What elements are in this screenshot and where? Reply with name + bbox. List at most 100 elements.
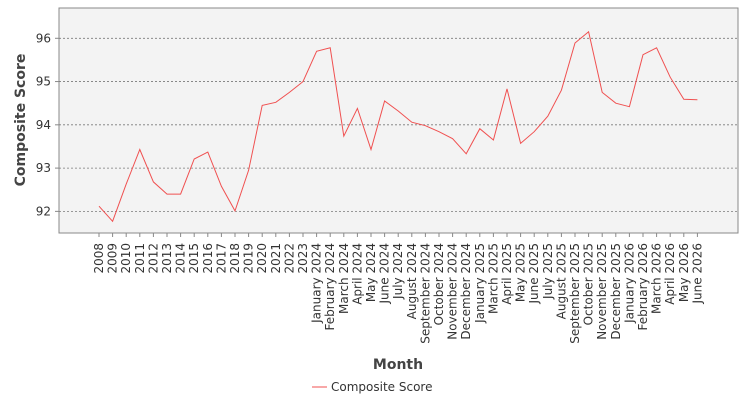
data-point bbox=[329, 46, 332, 49]
x-tick-label: March 2025 bbox=[486, 243, 500, 314]
x-tick-label: 2023 bbox=[296, 243, 310, 274]
x-tick-label: April 2025 bbox=[500, 243, 514, 305]
data-point bbox=[574, 42, 577, 45]
data-point bbox=[546, 115, 549, 118]
data-point bbox=[478, 127, 481, 130]
data-point bbox=[410, 121, 413, 124]
data-point bbox=[560, 89, 563, 92]
data-point bbox=[288, 91, 291, 94]
data-point bbox=[342, 135, 345, 138]
x-tick-label: April 2026 bbox=[663, 243, 677, 305]
x-tick-label: January 2026 bbox=[622, 243, 636, 324]
data-point bbox=[383, 100, 386, 103]
legend: Composite Score bbox=[312, 380, 432, 394]
x-axis: 2008 2009 2010 2011 2012 2013 2014 2015 2016 2017… bbox=[92, 233, 704, 344]
x-tick-label: September 2025 bbox=[568, 243, 582, 344]
x-tick-label: 2019 bbox=[242, 243, 256, 274]
x-tick-label: 2009 bbox=[106, 243, 120, 274]
data-point bbox=[424, 124, 427, 127]
data-point bbox=[682, 98, 685, 101]
x-tick-label: December 2024 bbox=[459, 243, 473, 340]
data-point bbox=[696, 98, 699, 101]
data-point bbox=[274, 101, 277, 104]
y-tick-label: 94 bbox=[36, 118, 51, 132]
data-point bbox=[451, 137, 454, 140]
data-point bbox=[438, 130, 441, 133]
x-tick-label: 2011 bbox=[133, 243, 147, 274]
data-point bbox=[179, 193, 182, 196]
x-tick-label: 2010 bbox=[119, 243, 133, 274]
x-tick-label: June 2024 bbox=[378, 243, 392, 305]
x-tick-label: March 2024 bbox=[337, 243, 351, 314]
data-point bbox=[111, 220, 114, 223]
x-tick-label: May 2025 bbox=[514, 243, 528, 302]
data-point bbox=[125, 183, 128, 186]
series-layer bbox=[98, 30, 699, 223]
x-tick-label: 2022 bbox=[282, 243, 296, 274]
x-tick-label: 2012 bbox=[146, 243, 160, 274]
x-tick-label: November 2024 bbox=[446, 243, 460, 340]
x-tick-label: May 2024 bbox=[364, 243, 378, 302]
x-tick-label: 2018 bbox=[228, 243, 242, 274]
x-tick-label: May 2026 bbox=[677, 243, 691, 302]
data-point bbox=[193, 158, 196, 161]
data-point bbox=[628, 105, 631, 108]
data-point bbox=[261, 104, 264, 107]
legend-label: Composite Score bbox=[331, 380, 432, 394]
y-tick-label: 92 bbox=[36, 204, 51, 218]
x-tick-label: 2008 bbox=[92, 243, 106, 274]
data-point bbox=[220, 185, 223, 188]
y-tick-label: 95 bbox=[36, 75, 51, 89]
data-point bbox=[506, 87, 509, 90]
data-point bbox=[519, 142, 522, 145]
data-point bbox=[492, 138, 495, 141]
plot-area bbox=[58, 7, 739, 234]
series-line bbox=[98, 30, 698, 223]
data-point bbox=[98, 205, 101, 208]
x-tick-label: October 2024 bbox=[432, 243, 446, 325]
data-point bbox=[614, 102, 617, 105]
x-tick-label: September 2024 bbox=[418, 243, 432, 344]
x-tick-label: July 2025 bbox=[541, 243, 555, 300]
x-tick-label: 2016 bbox=[201, 243, 215, 274]
x-tick-label: January 2024 bbox=[310, 243, 324, 324]
data-point bbox=[234, 209, 237, 212]
x-tick-label: 2014 bbox=[174, 243, 188, 274]
x-tick-label: April 2024 bbox=[350, 243, 364, 305]
data-point bbox=[138, 148, 141, 151]
x-tick-label: 2021 bbox=[269, 243, 283, 274]
x-axis-title: Month bbox=[373, 357, 423, 373]
x-tick-label: June 2026 bbox=[690, 243, 704, 305]
grid-lines bbox=[59, 37, 738, 212]
x-tick-label: 2017 bbox=[214, 243, 228, 274]
x-tick-label: 2013 bbox=[160, 243, 174, 274]
data-point bbox=[315, 50, 318, 53]
x-tick-label: February 2026 bbox=[636, 243, 650, 331]
data-point bbox=[533, 130, 536, 133]
x-tick-label: February 2024 bbox=[323, 243, 337, 331]
data-point bbox=[655, 46, 658, 49]
data-point bbox=[166, 193, 169, 196]
x-tick-label: March 2026 bbox=[650, 243, 664, 314]
x-tick-label: November 2025 bbox=[595, 243, 609, 340]
data-point bbox=[152, 180, 155, 183]
y-axis: 92 93 94 95 96 bbox=[36, 31, 59, 218]
data-point bbox=[465, 152, 468, 155]
data-point bbox=[370, 148, 373, 151]
x-tick-label: July 2024 bbox=[391, 243, 405, 300]
x-tick-label: 2020 bbox=[255, 243, 269, 274]
y-tick-label: 93 bbox=[36, 161, 51, 175]
data-point bbox=[206, 151, 209, 154]
data-point bbox=[642, 53, 645, 56]
x-tick-label: January 2025 bbox=[473, 243, 487, 324]
data-point bbox=[247, 169, 250, 172]
y-axis-title: Composite Score bbox=[13, 54, 29, 187]
x-tick-label: August 2025 bbox=[554, 243, 568, 319]
x-tick-label: December 2025 bbox=[609, 243, 623, 340]
data-point bbox=[356, 107, 359, 110]
data-point bbox=[669, 76, 672, 79]
x-tick-label: 2015 bbox=[187, 243, 201, 274]
x-tick-label: October 2025 bbox=[582, 243, 596, 325]
data-point bbox=[302, 80, 305, 83]
